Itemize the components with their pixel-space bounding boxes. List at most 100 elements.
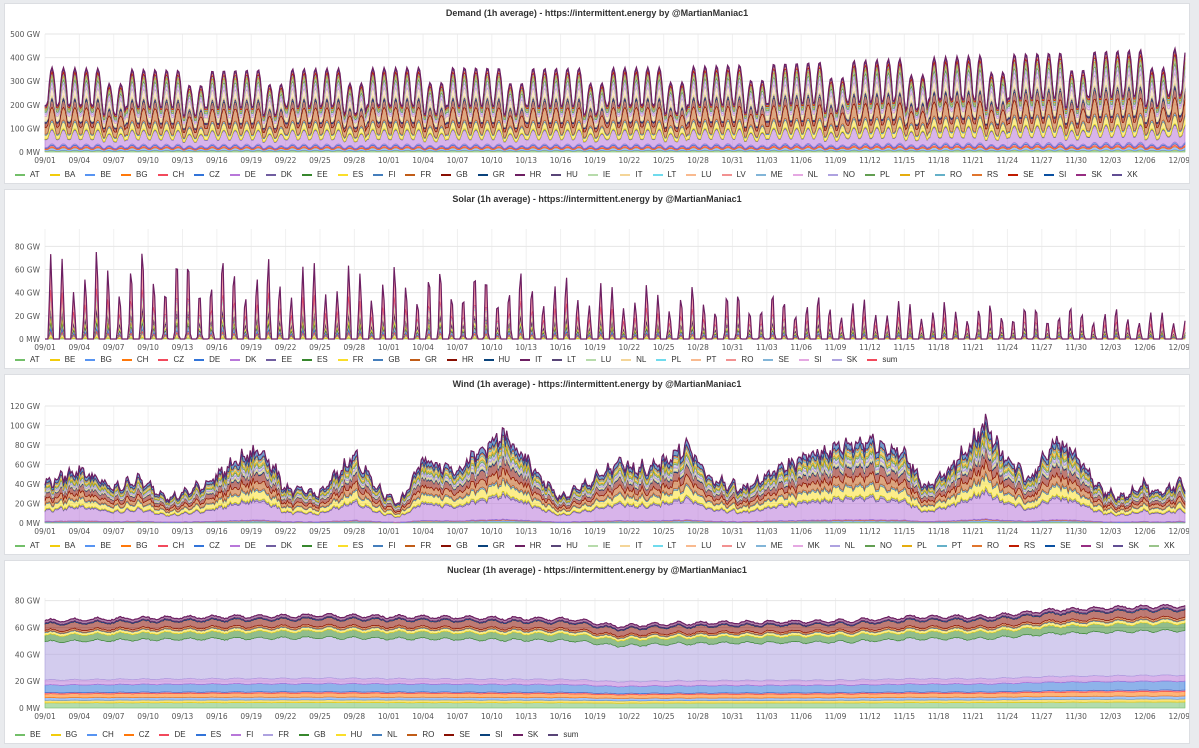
legend-item[interactable]: MK xyxy=(792,540,820,551)
legend-item[interactable]: ES xyxy=(302,354,328,365)
legend-item[interactable]: CZ xyxy=(194,540,220,551)
legend-item[interactable]: FR xyxy=(405,540,431,551)
legend-item[interactable]: SK xyxy=(1113,540,1139,551)
legend-item[interactable]: BG xyxy=(120,169,148,180)
legend-item[interactable]: SI xyxy=(1080,540,1103,551)
legend-item[interactable]: LT xyxy=(652,169,676,180)
legend-item[interactable]: IT xyxy=(620,540,643,551)
legend-item[interactable]: GB xyxy=(299,729,326,740)
legend-item[interactable]: IE xyxy=(587,169,610,180)
legend-item[interactable]: sum xyxy=(867,354,897,365)
legend-item[interactable]: AT xyxy=(15,354,40,365)
legend-item[interactable]: LT xyxy=(652,540,676,551)
legend-item[interactable]: NO xyxy=(827,169,855,180)
legend-item[interactable]: BG xyxy=(85,354,112,365)
legend-item[interactable]: NL xyxy=(829,540,855,551)
legend-item[interactable]: HU xyxy=(335,729,362,740)
legend-item[interactable]: FR xyxy=(405,169,431,180)
legend-item[interactable]: HR xyxy=(514,540,541,551)
legend-item[interactable]: ES xyxy=(195,729,221,740)
legend-item[interactable]: BG xyxy=(120,540,148,551)
legend-item[interactable]: DE xyxy=(229,540,256,551)
legend-item[interactable]: SK xyxy=(1076,169,1102,180)
legend-item[interactable]: AT xyxy=(15,540,40,551)
legend-item[interactable]: RO xyxy=(407,729,434,740)
legend-item[interactable]: CH xyxy=(157,169,184,180)
legend-item[interactable]: CH xyxy=(157,540,184,551)
legend-item[interactable]: LU xyxy=(686,540,712,551)
legend-item[interactable]: CH xyxy=(87,729,114,740)
legend-item[interactable]: SE xyxy=(1008,169,1034,180)
legend-item[interactable]: HU xyxy=(551,169,578,180)
legend-item[interactable]: GB xyxy=(441,540,468,551)
legend-item[interactable]: CH xyxy=(121,354,148,365)
legend-item[interactable]: SI xyxy=(480,729,503,740)
legend-item[interactable]: HU xyxy=(551,540,578,551)
legend-item[interactable]: AT xyxy=(15,169,40,180)
legend-item[interactable]: DK xyxy=(230,354,256,365)
legend-item[interactable]: EE xyxy=(302,540,328,551)
legend-item[interactable]: RS xyxy=(1008,540,1035,551)
legend-item[interactable]: EE xyxy=(302,169,328,180)
legend-item[interactable]: HR xyxy=(514,169,541,180)
legend-item[interactable]: NO xyxy=(864,540,892,551)
legend-item[interactable]: ES xyxy=(337,169,363,180)
legend-item[interactable]: BG xyxy=(50,729,77,740)
legend-item[interactable]: IT xyxy=(620,169,643,180)
legend-item[interactable]: IE xyxy=(587,540,610,551)
legend-item[interactable]: GB xyxy=(373,354,400,365)
legend-item[interactable]: FI xyxy=(231,729,253,740)
legend-item[interactable]: ES xyxy=(337,540,363,551)
legend-item[interactable]: SI xyxy=(799,354,822,365)
legend-item[interactable]: NL xyxy=(372,729,397,740)
legend-item[interactable]: SE xyxy=(763,354,789,365)
legend-item[interactable]: HU xyxy=(483,354,510,365)
legend-item[interactable]: DK xyxy=(265,540,292,551)
legend-item[interactable]: LU xyxy=(686,169,712,180)
legend-item[interactable]: PT xyxy=(936,540,962,551)
legend-item[interactable]: RO xyxy=(934,169,962,180)
legend-item[interactable]: RS xyxy=(971,169,998,180)
legend-item[interactable]: DE xyxy=(159,729,186,740)
legend-item[interactable]: CZ xyxy=(158,354,184,365)
legend-item[interactable]: FI xyxy=(373,169,395,180)
legend-item[interactable]: FI xyxy=(373,540,395,551)
legend-item[interactable]: SE xyxy=(1045,540,1071,551)
legend-item[interactable]: BE xyxy=(85,540,111,551)
legend-item[interactable]: sum xyxy=(548,729,578,740)
legend-item[interactable]: BA xyxy=(49,540,75,551)
legend-item[interactable]: BE xyxy=(15,729,41,740)
legend-item[interactable]: EE xyxy=(266,354,292,365)
legend-item[interactable]: LV xyxy=(721,540,746,551)
legend-item[interactable]: RO xyxy=(726,354,753,365)
legend-item[interactable]: XK xyxy=(1112,169,1138,180)
legend-item[interactable]: ME xyxy=(755,540,783,551)
legend-item[interactable]: SI xyxy=(1043,169,1066,180)
legend-item[interactable]: NL xyxy=(792,169,818,180)
legend-item[interactable]: XK xyxy=(1149,540,1175,551)
legend-item[interactable]: PL xyxy=(656,354,681,365)
legend-item[interactable]: BA xyxy=(49,169,75,180)
legend-item[interactable]: BE xyxy=(85,169,111,180)
legend-item[interactable]: SK xyxy=(831,354,857,365)
legend-item[interactable]: RO xyxy=(971,540,999,551)
legend-item[interactable]: ME xyxy=(755,169,783,180)
legend-item[interactable]: GR xyxy=(409,354,437,365)
legend-item[interactable]: SE xyxy=(444,729,470,740)
legend-item[interactable]: GR xyxy=(477,169,505,180)
legend-item[interactable]: PL xyxy=(901,540,927,551)
legend-item[interactable]: FR xyxy=(263,729,289,740)
legend-item[interactable]: CZ xyxy=(194,169,220,180)
legend-item[interactable]: PT xyxy=(899,169,925,180)
legend-item[interactable]: GB xyxy=(441,169,468,180)
legend-item[interactable]: PT xyxy=(691,354,716,365)
legend-item[interactable]: DE xyxy=(194,354,220,365)
legend-item[interactable]: CZ xyxy=(123,729,149,740)
legend-item[interactable]: BE xyxy=(49,354,75,365)
legend-item[interactable]: LU xyxy=(585,354,611,365)
legend-item[interactable]: IT xyxy=(520,354,542,365)
legend-item[interactable]: HR xyxy=(446,354,474,365)
legend-item[interactable]: LT xyxy=(552,354,576,365)
legend-item[interactable]: SK xyxy=(512,729,538,740)
legend-item[interactable]: DK xyxy=(265,169,292,180)
